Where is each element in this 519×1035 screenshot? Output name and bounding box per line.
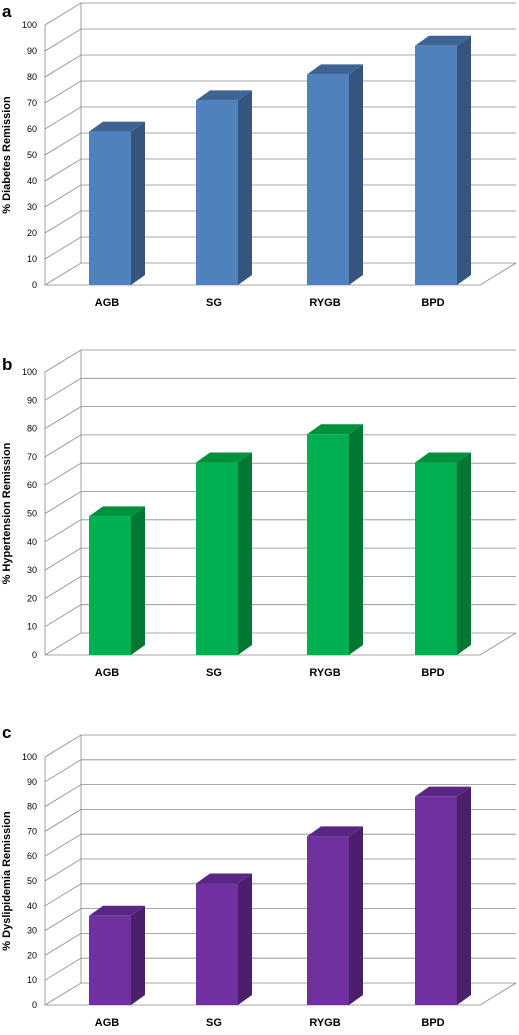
y-tick-label: 70 [27,826,37,836]
y-tick-label: 100 [22,752,37,762]
y-tick-label: 70 [27,98,37,108]
y-tick-label: 60 [27,480,37,490]
bar-sg [196,453,252,655]
y-tick-label: 10 [27,975,37,985]
panel-letter: c [2,723,11,742]
bar-front [89,916,131,1005]
x-tick-label: BPD [421,297,444,309]
y-tick-label: 10 [27,254,37,264]
y-tick-label: 40 [27,537,37,547]
x-tick-label: RYGB [309,667,340,679]
y-tick-label: 90 [27,395,37,405]
bar-front [307,434,349,655]
x-tick-label: SG [206,667,222,679]
bar-side [457,453,471,655]
y-tick-label: 90 [27,46,37,56]
y-tick-label: 0 [32,650,37,660]
x-tick-label: SG [206,1017,222,1029]
y-tick-label: 70 [27,452,37,462]
gridline [45,760,516,782]
bar-sg [196,90,252,285]
panel-letter: a [2,2,12,21]
x-tick-label: RYGB [309,1017,340,1029]
y-tick-label: 50 [27,876,37,886]
chart-panel-b: b 0 10 20 30 40 50 60 70 80 90 100 % Hypertension Re… [1,350,516,679]
y-tick-label: 30 [27,926,37,936]
chart-panel-a: a 0 10 20 30 40 50 60 70 80 90 100 % Diabetes Remiss… [1,2,516,309]
y-tick-label: 80 [27,802,37,812]
y-tick-label: 90 [27,777,37,787]
bar-side [457,787,471,1005]
bar-bpd [415,453,471,655]
bar-front [196,463,238,655]
bar-front [89,516,131,655]
bar-side [349,424,363,655]
bar-rygb [307,826,363,1005]
x-tick-label: BPD [421,667,444,679]
bar-sg [196,873,252,1005]
bar-side [457,36,471,285]
bar-front [307,836,349,1005]
x-tick-label: AGB [95,1017,120,1029]
y-tick-label: 60 [27,124,37,134]
y-tick-label: 30 [27,202,37,212]
bar-side [349,64,363,285]
x-tick-label: RYGB [309,297,340,309]
bar-side [349,826,363,1005]
bar-front [415,46,457,285]
y-axis-label: % Hypertension Remission [1,442,13,584]
y-tick-label: 30 [27,565,37,575]
bar-side [238,873,252,1005]
y-tick-label: 0 [32,280,37,290]
y-tick-label: 80 [27,72,37,82]
x-tick-label: BPD [421,1017,444,1029]
bar-rygb [307,424,363,655]
bar-front [415,463,457,655]
gridline [45,350,516,372]
y-tick-label: 40 [27,901,37,911]
y-tick-label: 20 [27,950,37,960]
x-tick-label: AGB [95,297,120,309]
y-tick-label: 80 [27,424,37,434]
y-tick-label: 60 [27,851,37,861]
bar-front [307,74,349,285]
bar-front [415,797,457,1005]
gridline [45,378,516,400]
bar-rygb [307,64,363,285]
y-tick-label: 50 [27,150,37,160]
bar-front [89,132,131,285]
bar-front [196,883,238,1005]
bar-side [131,906,145,1005]
bar-agb [89,122,145,285]
bar-bpd [415,787,471,1005]
y-tick-label: 100 [22,367,37,377]
bar-agb [89,506,145,655]
bar-side [131,506,145,655]
bar-side [238,453,252,655]
gridline [45,3,516,25]
y-axis-label: % Dyslipidemia Remission [1,811,13,951]
y-tick-label: 100 [22,20,37,30]
y-tick-label: 40 [27,176,37,186]
y-tick-label: 0 [32,1000,37,1010]
panel-letter: b [2,355,12,374]
y-tick-label: 10 [27,622,37,632]
bar-side [238,90,252,285]
y-tick-label: 20 [27,593,37,603]
y-tick-label: 50 [27,509,37,519]
chart-panel-c: c 0 10 20 30 40 50 60 70 80 90 100 % Dyslipidemia Re… [1,723,516,1029]
x-tick-label: SG [206,297,222,309]
bar-front [196,100,238,285]
gridline [45,735,516,757]
bar-agb [89,906,145,1005]
y-axis-label: % Diabetes Remission [1,96,13,214]
x-tick-label: AGB [95,667,120,679]
y-tick-label: 20 [27,228,37,238]
gridline [45,407,516,429]
bar-bpd [415,36,471,285]
bar-side [131,122,145,285]
